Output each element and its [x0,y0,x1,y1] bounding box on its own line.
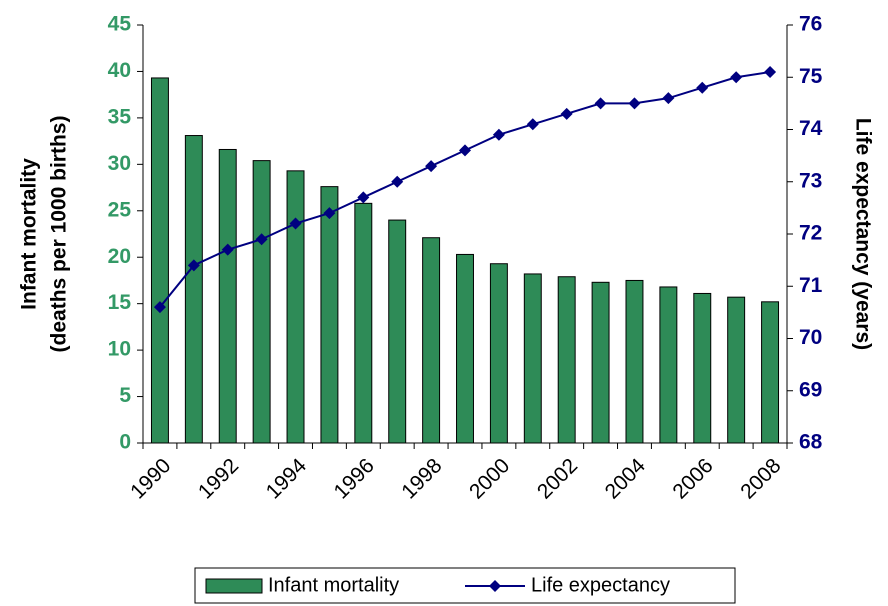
y2-axis-title: Life expectancy (years) [851,118,874,350]
y2-tick-label: 70 [799,326,822,349]
bar [523,273,542,444]
bar [184,135,203,444]
marker [425,160,438,173]
x-tick-label: 1992 [194,454,243,503]
x-tick-label: 1998 [397,454,446,503]
y-tick-label: 20 [108,245,131,268]
legend-label: Life expectancy [531,574,670,596]
y-axis-title: (deaths per 1000 births) [48,116,71,353]
marker [459,144,471,157]
y-tick-label: 5 [119,384,131,407]
y2-tick-label: 72 [799,222,822,245]
marker [492,128,505,141]
y2-tick-label: 74 [799,117,823,140]
y-tick-label: 40 [108,59,131,82]
marker [526,118,539,131]
bar [591,281,610,444]
x-tick-label: 1990 [126,454,175,503]
legend-label: Infant mortality [268,574,399,596]
y-tick-label: 45 [108,13,132,36]
marker [187,259,200,272]
y2-tick-label: 76 [799,13,822,36]
marker [730,71,743,84]
y-axis-title: Infant mortality [18,158,41,310]
marker [221,243,234,256]
x-tick-label: 2004 [601,454,651,504]
y-tick-label: 10 [108,338,131,361]
marker [323,207,336,220]
marker [153,301,166,314]
x-tick-label: 2008 [736,454,785,503]
bar [456,253,474,444]
bar [354,202,373,444]
marker [764,66,777,79]
x-tick-label: 2000 [465,454,514,503]
y2-tick-label: 68 [799,431,823,454]
marker [560,107,573,120]
y-tick-label: 30 [108,152,131,175]
bar [218,148,237,444]
y-tick-label: 15 [108,291,132,314]
bar [557,276,576,444]
y2-tick-label: 71 [799,274,823,297]
marker [594,97,607,110]
marker [289,217,302,230]
bar [693,292,712,444]
bar [727,296,746,444]
x-tick-label: 1994 [262,454,312,504]
legend-marker [489,580,501,592]
y2-tick-label: 73 [799,169,822,192]
y-tick-label: 35 [108,105,132,128]
x-tick-label: 2002 [533,454,582,503]
bar [252,160,271,444]
bar [150,77,169,444]
bar [625,279,644,444]
y-tick-label: 0 [119,431,131,454]
y-tick-label: 25 [108,198,132,221]
bar [320,186,339,444]
marker [696,81,709,94]
y2-tick-label: 69 [799,378,822,401]
y2-tick-label: 75 [799,65,823,88]
marker [391,175,404,188]
bar [659,286,678,444]
marker [662,92,675,105]
bar [388,219,407,444]
marker [357,191,370,204]
marker [255,233,268,246]
bar [422,237,441,444]
bar [489,263,508,444]
legend-swatch [205,578,263,594]
bar [286,170,305,444]
bar [761,301,780,444]
x-tick-label: 1996 [329,454,378,503]
x-tick-label: 2006 [668,454,717,503]
marker [628,97,641,110]
